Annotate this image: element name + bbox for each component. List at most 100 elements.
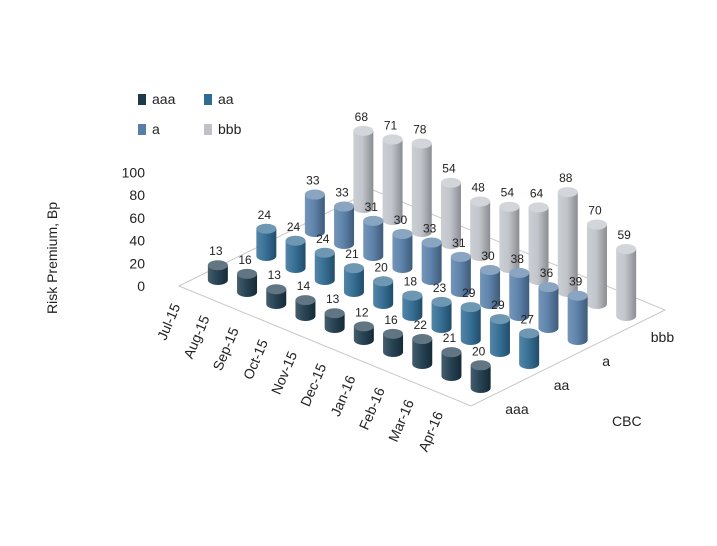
bar-top: [450, 251, 471, 262]
bar-body: [285, 240, 306, 273]
bar-body: [509, 272, 530, 321]
bar-aaa-Dec-15: 12: [353, 305, 374, 345]
bar-body: [314, 252, 335, 285]
bar-body: [440, 182, 461, 249]
legend-item-aaa: aaa: [138, 91, 176, 107]
data-label: 68: [355, 110, 369, 124]
bar-body: [411, 143, 432, 237]
bar-top: [616, 244, 637, 255]
bar-aaa-Aug-15: 16: [237, 253, 258, 297]
bar-top: [489, 314, 510, 325]
legend-label: aa: [218, 91, 234, 107]
data-label: 39: [569, 275, 583, 289]
data-label: 16: [384, 313, 398, 327]
bar-a-Sep-15: 31: [363, 200, 384, 261]
y-axis-title: Risk Premium, Bp: [44, 202, 60, 314]
bar-a-Mar-16: 36: [538, 266, 559, 333]
bar-body: [373, 281, 394, 309]
bar-top: [567, 290, 588, 301]
data-label: 30: [394, 213, 408, 227]
data-label: 23: [433, 281, 447, 295]
bar-body: [207, 265, 228, 285]
bar-body: [383, 333, 404, 357]
y-tick-label: 20: [129, 255, 145, 271]
legend-item-bbb: bbb: [204, 121, 242, 137]
bar-body: [616, 249, 637, 321]
x-tick-label: Mar-16: [385, 397, 417, 444]
bar-body: [324, 313, 345, 333]
bar-aaa-Jul-15: 13: [207, 244, 228, 285]
data-label: 20: [374, 260, 388, 274]
bar-top: [256, 223, 277, 234]
bar-bbb-Nov-15: 48: [470, 181, 491, 261]
bar-top: [431, 296, 452, 307]
bar-body: [412, 339, 433, 369]
x-tick-label: Apr-16: [415, 409, 446, 454]
x-tick-label: Aug-15: [180, 313, 212, 361]
x-tick-label: Dec-15: [297, 361, 329, 409]
bar-body: [499, 206, 520, 273]
legend-label: bbb: [218, 121, 242, 137]
bar-top: [334, 201, 355, 212]
data-label: 54: [442, 162, 456, 176]
data-label: 24: [316, 232, 330, 246]
data-label: 48: [471, 181, 485, 195]
bar-top: [421, 237, 442, 248]
bar-top: [295, 295, 316, 306]
bar-top: [343, 263, 364, 274]
data-label: 20: [472, 344, 486, 358]
bar-top: [519, 328, 540, 339]
data-label: 64: [530, 186, 544, 200]
x-tick-label: Jan-16: [327, 373, 359, 419]
bar-aaa-Sep-15: 13: [266, 268, 287, 309]
depth-tick-label: bbb: [651, 329, 675, 345]
data-label: 31: [452, 236, 466, 250]
legend-item-a: a: [138, 121, 160, 137]
bar-a-Feb-16: 38: [509, 252, 530, 321]
data-label: 33: [306, 174, 320, 188]
data-label: 59: [617, 228, 631, 242]
legend-swatch: [204, 94, 212, 105]
data-label: 33: [335, 186, 349, 200]
bar-body: [304, 194, 325, 237]
bar-body: [266, 289, 287, 309]
bar-body: [480, 269, 501, 309]
data-label: 27: [520, 312, 534, 326]
y-tick-label: 100: [122, 165, 146, 181]
bar-top: [285, 235, 306, 246]
data-label: 31: [365, 200, 379, 214]
bar-body: [237, 273, 258, 297]
bar-aaa-Apr-16: 20: [470, 344, 491, 393]
bar-aaa-Nov-15: 13: [324, 292, 345, 333]
bar-top: [353, 321, 374, 332]
bar-body: [586, 224, 607, 309]
data-label: 33: [423, 222, 437, 236]
bar-top: [353, 125, 374, 136]
bar-top: [586, 219, 607, 230]
bar-aa-Jul-15: 24: [256, 208, 277, 261]
x-tick-label: Nov-15: [268, 349, 300, 397]
bar-body: [489, 319, 510, 357]
data-label: 38: [511, 252, 525, 266]
bar-aa-Aug-15: 24: [285, 220, 306, 273]
bar-body: [557, 192, 578, 297]
bar-top: [509, 267, 530, 278]
bar-aaa-Jan-16: 16: [383, 313, 404, 357]
bar-top: [557, 187, 578, 198]
legend-item-aa: aa: [204, 91, 234, 107]
bar-top: [412, 334, 433, 345]
bar-body: [295, 300, 316, 321]
bar-a-Aug-15: 33: [334, 186, 355, 249]
data-label: 12: [355, 305, 369, 319]
bar-aa-Apr-16: 27: [519, 312, 540, 369]
bar-top: [499, 201, 520, 212]
y-tick-label: 0: [137, 278, 145, 294]
bar-bbb-Mar-16: 70: [586, 204, 607, 309]
bar-bbb-Aug-15: 71: [382, 118, 403, 225]
bar-top: [538, 282, 559, 293]
data-label: 18: [404, 275, 418, 289]
bar-top: [392, 228, 413, 239]
data-label: 13: [268, 268, 282, 282]
bar-top: [373, 276, 394, 287]
data-label: 16: [238, 253, 252, 267]
